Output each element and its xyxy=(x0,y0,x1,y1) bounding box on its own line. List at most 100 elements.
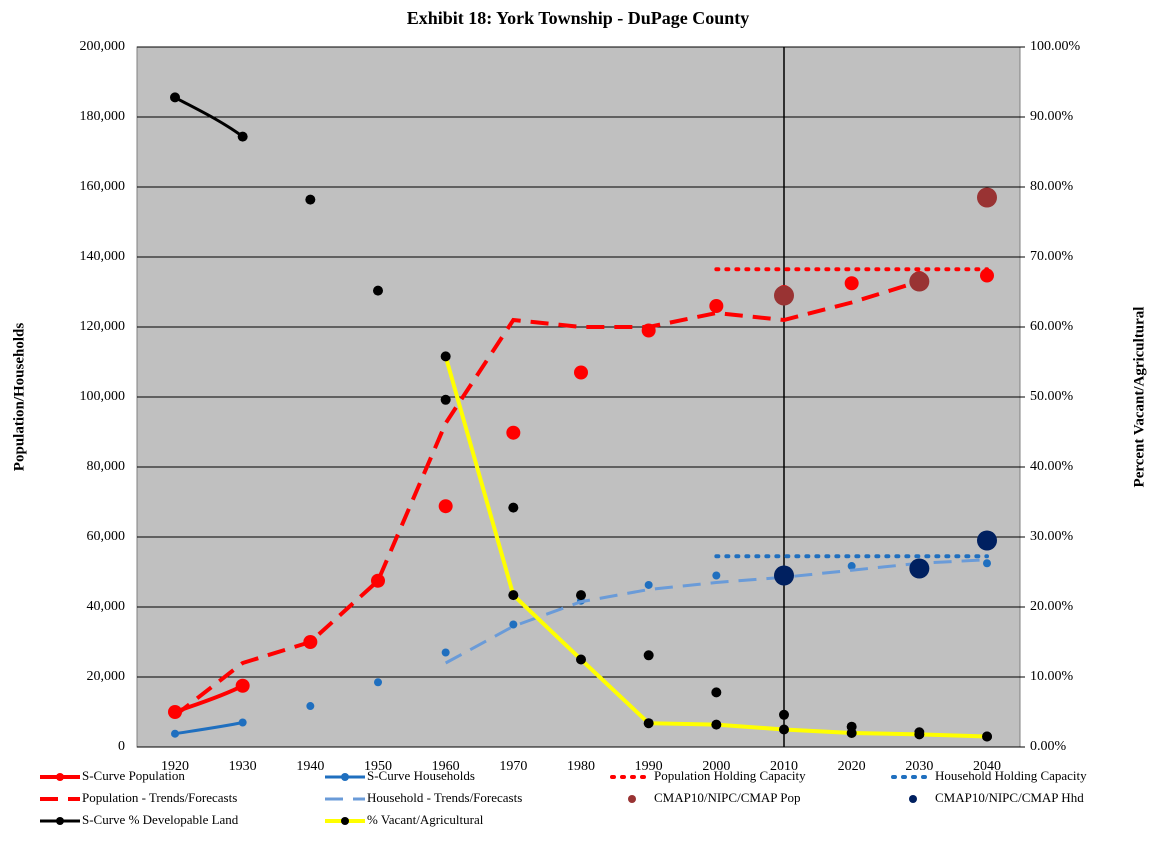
data-point xyxy=(508,590,519,601)
x-tick-label: 2000 xyxy=(702,759,730,774)
y-tick-label: 120,000 xyxy=(80,319,126,334)
x-tick-label: 2010 xyxy=(770,759,798,774)
data-point xyxy=(238,718,247,727)
y-tick-label: 80,000 xyxy=(87,459,126,474)
x-tick-label: 1930 xyxy=(229,759,257,774)
data-point xyxy=(977,187,997,208)
y-tick-label: 40,000 xyxy=(87,599,126,614)
legend-label: CMAP10/NIPC/CMAP Pop xyxy=(654,790,801,805)
data-point xyxy=(506,425,521,440)
data-point xyxy=(711,719,722,730)
data-point xyxy=(909,271,930,292)
chart-title: Exhibit 18: York Township - DuPage Count… xyxy=(407,8,749,28)
legend-label: Population Holding Capacity xyxy=(654,768,806,783)
data-point xyxy=(374,678,382,687)
data-point xyxy=(171,729,179,738)
series xyxy=(171,559,991,738)
data-point xyxy=(441,648,450,657)
data-point xyxy=(909,558,930,579)
y-tick-label: 200,000 xyxy=(80,39,126,54)
y-tick-label: 140,000 xyxy=(80,249,126,264)
data-point xyxy=(509,620,518,629)
y2-tick-label: 20.00% xyxy=(1030,599,1074,614)
legend-marker xyxy=(56,773,64,781)
x-tick-label: 2020 xyxy=(838,759,866,774)
x-tick-label: 1940 xyxy=(296,759,324,774)
y2-tick-label: 90.00% xyxy=(1030,109,1074,124)
data-point xyxy=(237,131,248,142)
series xyxy=(774,187,997,306)
y-tick-label: 60,000 xyxy=(87,529,126,544)
y-tick-label: 20,000 xyxy=(87,669,126,684)
x-tick-label: 1980 xyxy=(567,759,595,774)
y2-tick-label: 80.00% xyxy=(1030,179,1074,194)
data-point xyxy=(643,718,654,729)
y2-tick-label: 70.00% xyxy=(1030,249,1074,264)
data-point xyxy=(711,687,722,698)
y-tick-label: 160,000 xyxy=(80,179,126,194)
data-point xyxy=(373,285,383,296)
y2-tick-label: 100.00% xyxy=(1030,39,1081,54)
data-point xyxy=(779,709,789,720)
data-point xyxy=(440,351,451,362)
series xyxy=(440,351,992,742)
data-point xyxy=(774,565,794,586)
legend-marker xyxy=(628,795,636,803)
x-tick-label: 1990 xyxy=(635,759,663,774)
y2-tick-label: 50.00% xyxy=(1030,389,1074,404)
data-point xyxy=(235,678,250,693)
legend-label: Population - Trends/Forecasts xyxy=(82,790,237,805)
x-tick-label: 1960 xyxy=(432,759,460,774)
x-tick-label: 1950 xyxy=(364,759,392,774)
legend-label: Household - Trends/Forecasts xyxy=(367,790,522,805)
data-point xyxy=(644,580,653,589)
legend-label: CMAP10/NIPC/CMAP Hhd xyxy=(935,790,1084,805)
y-tick-label: 100,000 xyxy=(80,389,126,404)
legend-marker xyxy=(341,817,349,825)
data-point xyxy=(977,530,997,551)
y-axis-label: Population/Households xyxy=(11,323,27,472)
y2-tick-label: 0.00% xyxy=(1030,739,1067,754)
data-point xyxy=(982,731,992,742)
legend-marker xyxy=(56,817,64,825)
x-tick-label: 1970 xyxy=(499,759,527,774)
y2-tick-label: 30.00% xyxy=(1030,529,1074,544)
data-point xyxy=(440,394,451,405)
data-point xyxy=(844,276,859,291)
data-point xyxy=(779,724,789,735)
data-point xyxy=(508,502,519,513)
data-point xyxy=(980,268,994,283)
data-point xyxy=(168,705,182,719)
y2-axis-label: Percent Vacant/Agricultural xyxy=(1131,307,1147,488)
x-tick-label: 2040 xyxy=(973,759,1001,774)
legend-marker xyxy=(341,773,349,781)
y-tick-label: 180,000 xyxy=(80,109,126,124)
data-point xyxy=(709,299,724,313)
series xyxy=(173,279,920,718)
legend-label: S-Curve % Developable Land xyxy=(82,812,239,827)
data-point xyxy=(847,562,856,571)
x-tick-label: 2030 xyxy=(905,759,933,774)
data-point xyxy=(438,499,453,514)
data-point xyxy=(170,92,180,103)
data-point xyxy=(846,728,857,738)
data-point xyxy=(574,365,588,380)
legend-label: S-Curve Households xyxy=(367,768,475,783)
legend-label: S-Curve Population xyxy=(82,768,185,783)
series xyxy=(774,530,997,586)
series-line xyxy=(173,279,920,718)
data-point xyxy=(306,702,315,711)
data-point xyxy=(643,650,654,661)
x-tick-label: 1920 xyxy=(161,759,189,774)
y-tick-label: 0 xyxy=(118,739,125,754)
legend-marker xyxy=(909,795,917,803)
data-point xyxy=(576,654,586,665)
legend-label: Household Holding Capacity xyxy=(935,768,1087,783)
legend-label: % Vacant/Agricultural xyxy=(367,812,484,827)
y2-tick-label: 10.00% xyxy=(1030,669,1074,684)
data-point xyxy=(983,559,991,568)
data-point xyxy=(774,285,794,306)
series xyxy=(170,92,992,742)
data-point xyxy=(305,194,316,205)
